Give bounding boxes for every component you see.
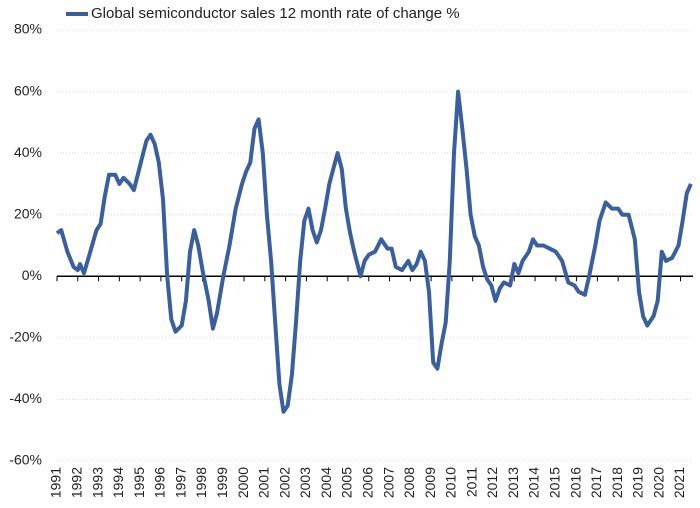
x-tick-label: 1998 (193, 467, 209, 498)
x-tick-label: 2006 (359, 467, 375, 498)
y-tick-label: 60% (14, 82, 42, 98)
x-tick-label: 2010 (443, 467, 459, 498)
x-tick-label: 2017 (588, 467, 604, 498)
x-tick-label: 2002 (276, 467, 292, 498)
x-tick-label: 1992 (68, 467, 84, 498)
legend-label: Global semiconductor sales 12 month rate… (91, 5, 460, 22)
y-tick-label: 0% (22, 267, 42, 283)
x-tick-label: 2003 (297, 467, 313, 498)
x-tick-label: 1997 (172, 467, 188, 498)
x-tick-label: 1991 (48, 467, 64, 498)
x-tick-label: 2018 (609, 467, 625, 498)
y-tick-label: 40% (14, 144, 42, 160)
x-tick-label: 2005 (339, 467, 355, 498)
x-tick-label: 1999 (214, 467, 230, 498)
x-tick-label: 2011 (463, 467, 479, 497)
x-tick-label: 1996 (152, 467, 168, 498)
x-tick-label: 2021 (671, 467, 687, 498)
x-tick-label: 1995 (131, 467, 147, 498)
x-tick-label: 2015 (547, 467, 563, 498)
x-tick-label: 2000 (235, 467, 251, 498)
x-tick-label: 2007 (380, 467, 396, 498)
y-tick-label: 20% (14, 205, 42, 221)
y-tick-label: -40% (9, 390, 42, 406)
y-tick-label: -60% (9, 452, 42, 468)
x-tick-label: 1993 (89, 467, 105, 498)
x-tick-label: 2019 (630, 467, 646, 498)
x-tick-label: 2014 (526, 467, 542, 498)
x-tick-label: 2001 (256, 467, 272, 498)
y-tick-label: 80% (14, 21, 42, 37)
x-tick-label: 2016 (567, 467, 583, 498)
x-tick-label: 1994 (110, 467, 126, 498)
x-tick-label: 2013 (505, 467, 521, 498)
x-tick-label: 2004 (318, 467, 334, 498)
series-line (55, 89, 693, 414)
x-tick-label: 2012 (484, 467, 500, 498)
y-tick-label: -20% (9, 329, 42, 345)
x-tick-label: 2020 (650, 467, 666, 498)
x-tick-label: 2009 (422, 467, 438, 498)
x-tick-label: 2008 (401, 467, 417, 498)
